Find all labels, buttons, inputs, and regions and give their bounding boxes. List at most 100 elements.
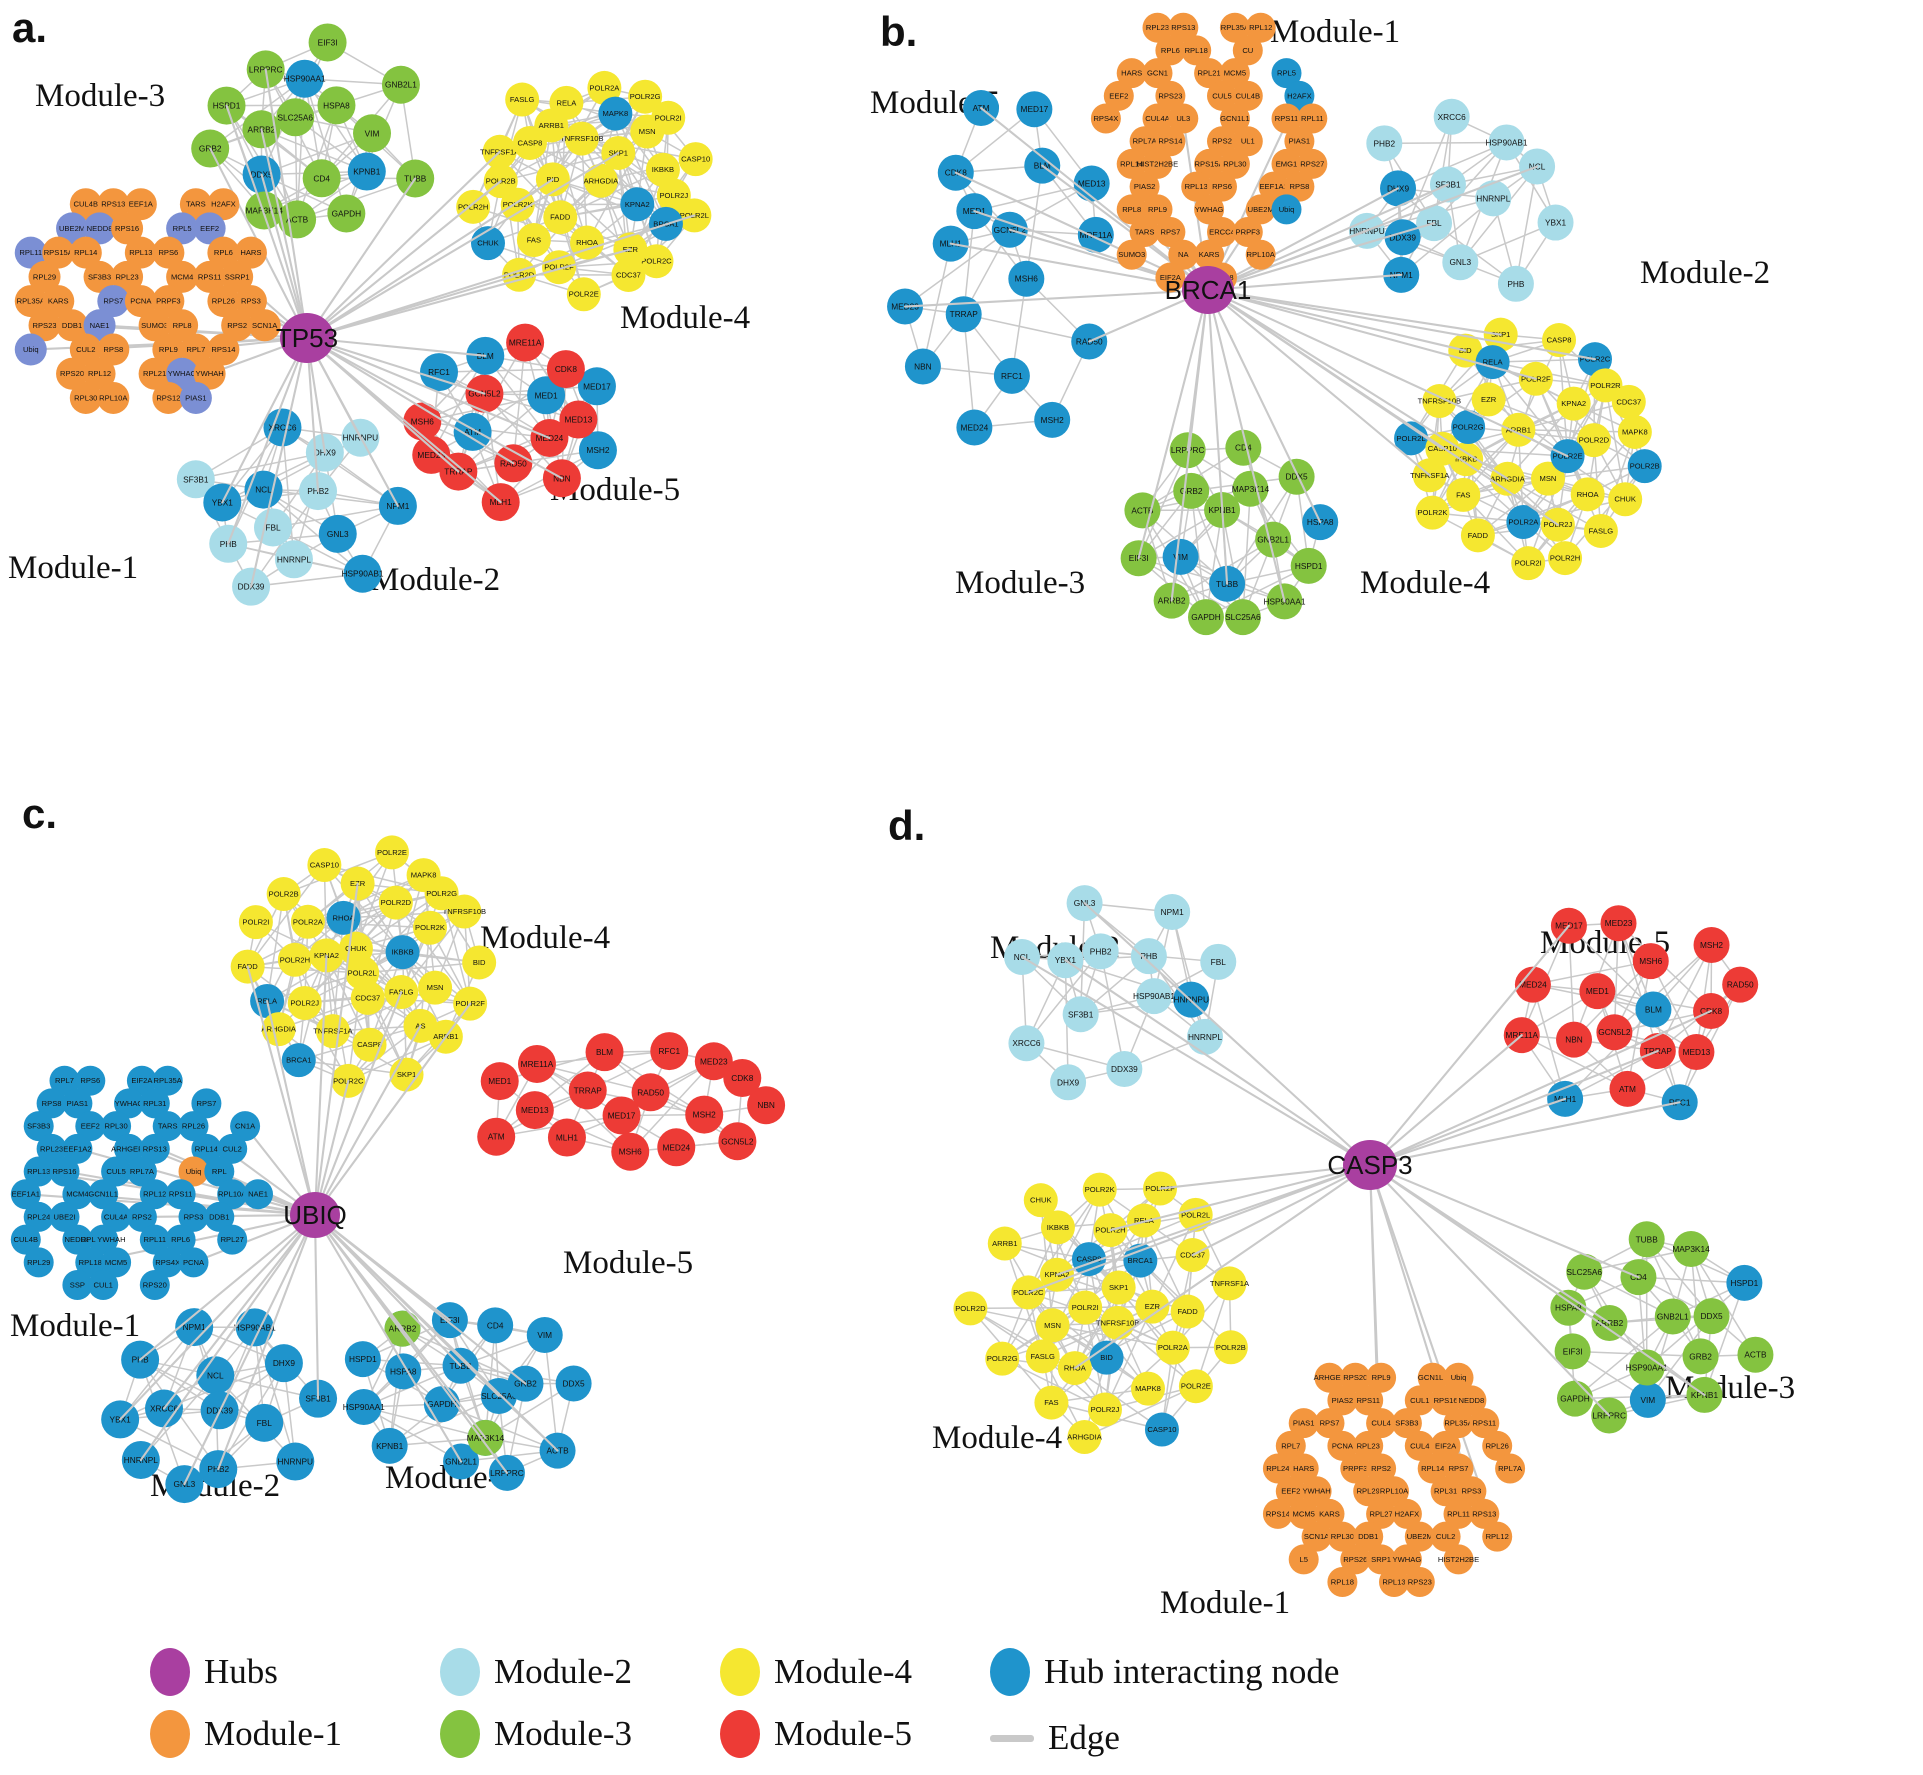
- network-node[interactable]: [290, 904, 325, 939]
- network-node[interactable]: [651, 100, 686, 135]
- network-node[interactable]: [97, 188, 130, 221]
- network-node[interactable]: [547, 1118, 586, 1157]
- network-node[interactable]: [345, 955, 380, 990]
- network-node[interactable]: [1497, 265, 1534, 302]
- network-node[interactable]: [1034, 1385, 1069, 1420]
- network-node[interactable]: [515, 1091, 554, 1130]
- network-node[interactable]: [1213, 1330, 1248, 1365]
- network-node[interactable]: [527, 376, 566, 415]
- network-node[interactable]: [424, 876, 459, 911]
- network-node[interactable]: [585, 1033, 624, 1072]
- network-node[interactable]: [1124, 492, 1161, 529]
- network-node[interactable]: [126, 1201, 157, 1232]
- network-node[interactable]: [97, 381, 130, 414]
- network-node[interactable]: [1023, 1183, 1058, 1218]
- network-node[interactable]: [1008, 1025, 1045, 1062]
- network-node[interactable]: [678, 142, 713, 177]
- network-node[interactable]: [69, 188, 102, 221]
- network-node[interactable]: [14, 285, 47, 318]
- network-node[interactable]: [1366, 1453, 1397, 1484]
- network-node[interactable]: [1187, 599, 1224, 636]
- network-node[interactable]: [42, 236, 75, 269]
- network-node[interactable]: [1258, 171, 1289, 202]
- network-node[interactable]: [1433, 98, 1470, 135]
- network-node[interactable]: [1404, 1521, 1435, 1552]
- network-node[interactable]: [83, 309, 116, 342]
- network-node[interactable]: [1443, 1408, 1474, 1439]
- network-node[interactable]: [505, 82, 540, 117]
- network-node[interactable]: [1130, 938, 1167, 975]
- network-node[interactable]: [178, 1156, 209, 1187]
- network-node[interactable]: [1178, 1369, 1213, 1404]
- network-node[interactable]: [1168, 239, 1199, 270]
- network-node[interactable]: [1129, 171, 1160, 202]
- network-node[interactable]: [1207, 126, 1237, 157]
- network-node[interactable]: [1116, 148, 1147, 179]
- network-node[interactable]: [1290, 547, 1327, 584]
- network-node[interactable]: [555, 1365, 592, 1402]
- network-node[interactable]: [566, 277, 601, 312]
- network-node[interactable]: [1194, 239, 1225, 270]
- network-node[interactable]: [1173, 472, 1210, 509]
- network-node[interactable]: [1103, 80, 1134, 111]
- network-node[interactable]: [179, 381, 212, 414]
- network-node[interactable]: [602, 1096, 641, 1135]
- network-node[interactable]: [276, 98, 315, 137]
- network-node[interactable]: [1404, 1385, 1435, 1416]
- network-node[interactable]: [243, 1179, 273, 1210]
- network-node[interactable]: [1430, 1430, 1461, 1461]
- network-node[interactable]: [953, 1291, 988, 1326]
- network-node[interactable]: [1556, 1021, 1593, 1058]
- network-node[interactable]: [1142, 58, 1173, 89]
- network-node[interactable]: [480, 1062, 519, 1101]
- network-node[interactable]: [138, 357, 171, 390]
- network-node[interactable]: [97, 285, 130, 318]
- network-node[interactable]: [75, 1247, 106, 1278]
- network-node[interactable]: [1340, 1544, 1371, 1575]
- network-node[interactable]: [152, 236, 185, 269]
- network-node[interactable]: [1207, 80, 1237, 111]
- network-node[interactable]: [378, 885, 413, 920]
- network-node[interactable]: [694, 1042, 733, 1081]
- network-node[interactable]: [1297, 103, 1328, 134]
- network-node[interactable]: [570, 225, 605, 260]
- network-node[interactable]: [1628, 1349, 1665, 1386]
- network-node[interactable]: [987, 1226, 1022, 1261]
- network-node[interactable]: [1284, 126, 1315, 157]
- network-node[interactable]: [69, 236, 102, 269]
- network-node[interactable]: [1271, 148, 1302, 179]
- network-node[interactable]: [217, 1133, 248, 1164]
- network-node[interactable]: [327, 194, 366, 233]
- hub-node[interactable]: [1343, 1140, 1397, 1190]
- network-node[interactable]: [1142, 12, 1173, 43]
- network-node[interactable]: [1600, 905, 1637, 942]
- network-node[interactable]: [1678, 1034, 1715, 1071]
- network-node[interactable]: [1654, 1298, 1691, 1335]
- network-node[interactable]: [564, 121, 599, 156]
- network-node[interactable]: [723, 1058, 762, 1097]
- network-node[interactable]: [1232, 126, 1263, 157]
- network-node[interactable]: [956, 409, 993, 446]
- network-node[interactable]: [1314, 1408, 1345, 1439]
- network-node[interactable]: [152, 1247, 183, 1278]
- network-node[interactable]: [166, 357, 199, 390]
- network-node[interactable]: [620, 187, 655, 222]
- network-node[interactable]: [1693, 1298, 1730, 1335]
- network-node[interactable]: [1475, 345, 1510, 380]
- network-node[interactable]: [23, 1111, 54, 1142]
- network-node[interactable]: [1460, 518, 1495, 553]
- network-node[interactable]: [1469, 1498, 1500, 1529]
- network-node[interactable]: [152, 333, 185, 366]
- network-node[interactable]: [1554, 1333, 1591, 1370]
- network-node[interactable]: [191, 1088, 222, 1119]
- network-node[interactable]: [1194, 148, 1225, 179]
- network-node[interactable]: [287, 985, 322, 1020]
- network-node[interactable]: [1255, 521, 1292, 558]
- network-node[interactable]: [138, 309, 171, 342]
- network-node[interactable]: [1443, 1453, 1474, 1484]
- network-node[interactable]: [49, 1065, 80, 1096]
- network-node[interactable]: [1327, 1430, 1358, 1461]
- network-node[interactable]: [1116, 194, 1147, 225]
- network-node[interactable]: [1379, 1476, 1409, 1507]
- network-node[interactable]: [1629, 1381, 1666, 1418]
